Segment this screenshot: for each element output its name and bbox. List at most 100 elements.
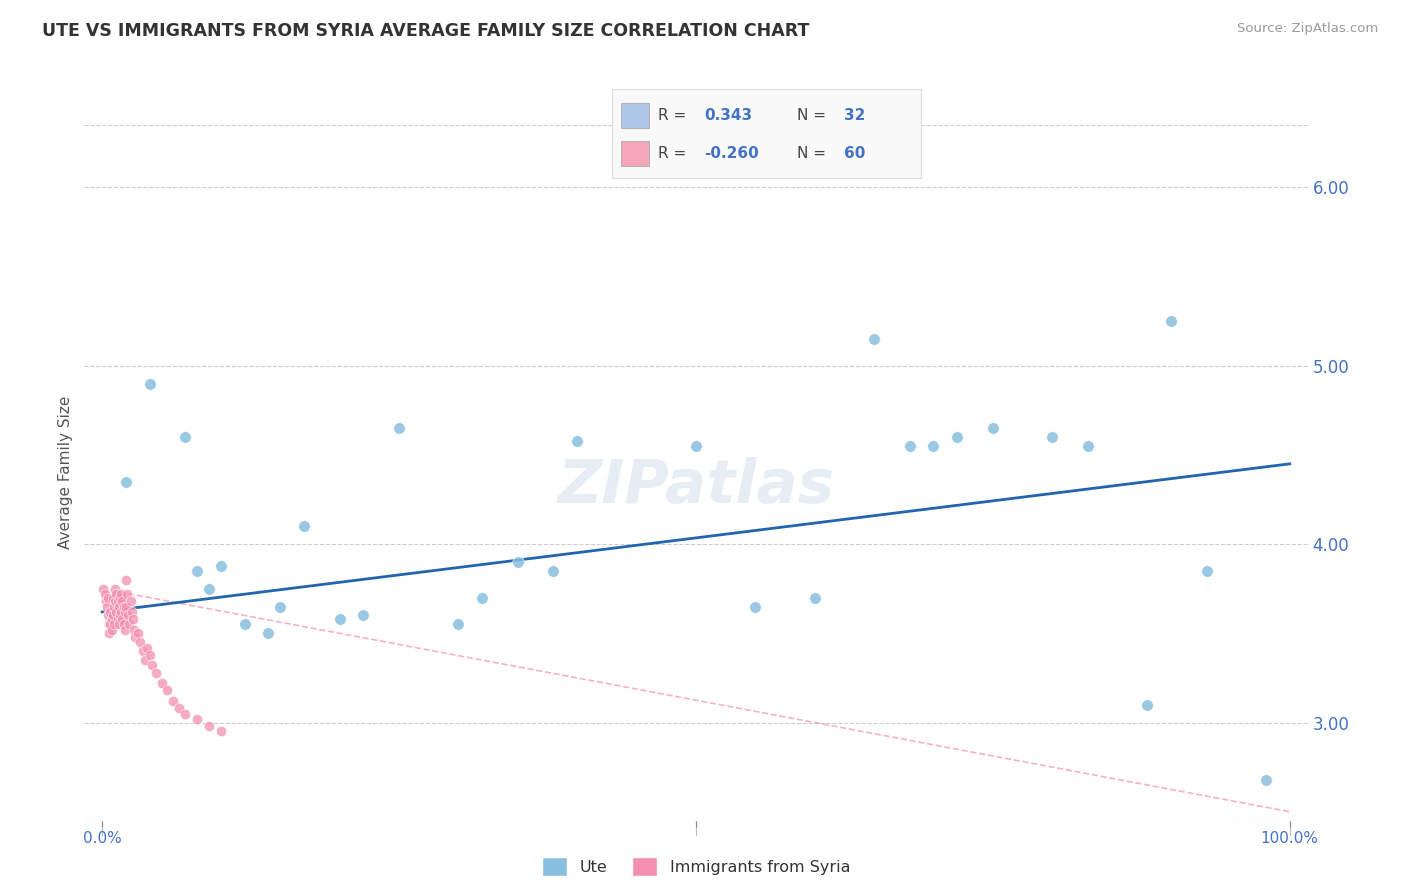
- Point: [471, 591, 494, 605]
- Point: [292, 519, 315, 533]
- Point: [169, 701, 191, 715]
- Point: [117, 608, 139, 623]
- Point: [105, 605, 128, 619]
- Point: [108, 608, 131, 623]
- Point: [803, 591, 825, 605]
- Point: [1077, 439, 1099, 453]
- Point: [198, 582, 221, 596]
- Y-axis label: Average Family Size: Average Family Size: [58, 396, 73, 549]
- Point: [98, 626, 121, 640]
- Text: 60: 60: [844, 146, 865, 161]
- Point: [136, 640, 159, 655]
- Point: [122, 623, 145, 637]
- Point: [162, 694, 184, 708]
- Point: [186, 564, 208, 578]
- Point: [114, 605, 136, 619]
- Point: [122, 612, 145, 626]
- Point: [1254, 772, 1277, 787]
- Text: ZIPatlas: ZIPatlas: [557, 458, 835, 516]
- Point: [922, 439, 945, 453]
- Point: [744, 599, 766, 614]
- Point: [100, 623, 122, 637]
- Point: [111, 612, 134, 626]
- Point: [1195, 564, 1218, 578]
- Point: [898, 439, 921, 453]
- Point: [269, 599, 291, 614]
- Point: [104, 582, 127, 596]
- FancyBboxPatch shape: [621, 141, 648, 166]
- Point: [1160, 314, 1182, 328]
- Point: [141, 658, 163, 673]
- Point: [329, 612, 352, 626]
- Point: [101, 591, 124, 605]
- Point: [124, 630, 146, 644]
- Point: [93, 582, 115, 596]
- Point: [112, 617, 135, 632]
- Point: [352, 608, 374, 623]
- Point: [118, 617, 141, 632]
- Point: [96, 599, 118, 614]
- Text: 32: 32: [844, 109, 865, 123]
- Point: [156, 683, 179, 698]
- Point: [110, 605, 132, 619]
- Point: [1136, 698, 1159, 712]
- Point: [121, 605, 143, 619]
- Point: [100, 617, 122, 632]
- Point: [97, 608, 120, 623]
- Text: N =: N =: [797, 109, 827, 123]
- Point: [567, 434, 589, 448]
- Text: R =: R =: [658, 109, 686, 123]
- Point: [101, 608, 124, 623]
- Point: [98, 617, 121, 632]
- Point: [138, 648, 160, 662]
- Point: [115, 587, 138, 601]
- Point: [129, 635, 152, 649]
- Point: [107, 617, 129, 632]
- Point: [209, 558, 232, 573]
- Point: [100, 605, 122, 619]
- Legend: Ute, Immigrants from Syria: Ute, Immigrants from Syria: [536, 851, 856, 882]
- Point: [233, 617, 256, 632]
- Text: R =: R =: [658, 146, 686, 161]
- Point: [111, 594, 134, 608]
- Point: [257, 626, 280, 640]
- Point: [97, 591, 120, 605]
- Point: [186, 712, 208, 726]
- Point: [134, 653, 156, 667]
- Point: [174, 706, 197, 721]
- Point: [685, 439, 707, 453]
- Text: N =: N =: [797, 146, 827, 161]
- Point: [94, 594, 117, 608]
- Point: [863, 332, 886, 346]
- Point: [506, 555, 529, 569]
- Point: [115, 475, 138, 489]
- Text: 0.343: 0.343: [704, 109, 752, 123]
- FancyBboxPatch shape: [621, 103, 648, 128]
- Point: [108, 591, 131, 605]
- Point: [103, 617, 125, 632]
- Text: -0.260: -0.260: [704, 146, 759, 161]
- Point: [107, 612, 129, 626]
- Point: [120, 594, 142, 608]
- Point: [946, 430, 969, 444]
- Point: [112, 599, 135, 614]
- Point: [150, 676, 173, 690]
- Point: [100, 612, 122, 626]
- Point: [447, 617, 470, 632]
- Point: [115, 573, 138, 587]
- Point: [127, 626, 149, 640]
- Text: UTE VS IMMIGRANTS FROM SYRIA AVERAGE FAMILY SIZE CORRELATION CHART: UTE VS IMMIGRANTS FROM SYRIA AVERAGE FAM…: [42, 22, 810, 40]
- Point: [105, 587, 128, 601]
- Point: [114, 623, 136, 637]
- Point: [138, 376, 160, 391]
- Point: [103, 599, 125, 614]
- Point: [388, 421, 411, 435]
- Point: [107, 594, 129, 608]
- Point: [174, 430, 197, 444]
- Point: [93, 587, 115, 601]
- Point: [107, 599, 129, 614]
- Text: Source: ZipAtlas.com: Source: ZipAtlas.com: [1237, 22, 1378, 36]
- Point: [115, 599, 138, 614]
- Point: [110, 587, 132, 601]
- Point: [145, 665, 167, 680]
